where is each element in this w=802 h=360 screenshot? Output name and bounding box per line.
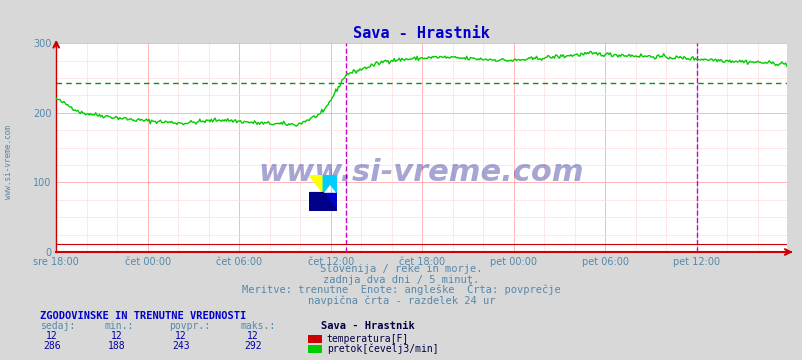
Text: 12: 12 bbox=[47, 331, 58, 341]
Text: povpr.:: povpr.: bbox=[168, 321, 209, 332]
Title: Sava - Hrastnik: Sava - Hrastnik bbox=[353, 26, 489, 41]
Text: zadnja dva dni / 5 minut.: zadnja dva dni / 5 minut. bbox=[323, 275, 479, 285]
Text: Slovenija / reke in morje.: Slovenija / reke in morje. bbox=[320, 264, 482, 274]
Text: min.:: min.: bbox=[104, 321, 134, 332]
Text: 292: 292 bbox=[244, 341, 261, 351]
Polygon shape bbox=[309, 175, 337, 193]
Text: 286: 286 bbox=[43, 341, 61, 351]
Text: Meritve: trenutne  Enote: angleške  Črta: povprečje: Meritve: trenutne Enote: angleške Črta: … bbox=[242, 283, 560, 296]
Text: www.si-vreme.com: www.si-vreme.com bbox=[4, 125, 13, 199]
Text: ZGODOVINSKE IN TRENUTNE VREDNOSTI: ZGODOVINSKE IN TRENUTNE VREDNOSTI bbox=[40, 311, 246, 321]
Bar bbox=[307, 345, 322, 353]
Polygon shape bbox=[309, 193, 337, 211]
Text: maks.:: maks.: bbox=[241, 321, 276, 332]
Text: www.si-vreme.com: www.si-vreme.com bbox=[258, 158, 584, 187]
Text: temperatura[F]: temperatura[F] bbox=[326, 334, 408, 344]
Text: 12: 12 bbox=[175, 331, 186, 341]
Polygon shape bbox=[309, 175, 322, 193]
Bar bbox=[307, 335, 322, 343]
Text: Sava - Hrastnik: Sava - Hrastnik bbox=[321, 321, 415, 332]
Polygon shape bbox=[309, 193, 337, 211]
Text: sedaj:: sedaj: bbox=[40, 321, 75, 332]
Polygon shape bbox=[322, 175, 337, 193]
Polygon shape bbox=[322, 175, 337, 193]
Text: pretok[čevelj3/min]: pretok[čevelj3/min] bbox=[326, 343, 438, 354]
Text: 12: 12 bbox=[247, 331, 258, 341]
Text: 12: 12 bbox=[111, 331, 122, 341]
Text: 188: 188 bbox=[107, 341, 125, 351]
Text: 243: 243 bbox=[172, 341, 189, 351]
Text: navpična črta - razdelek 24 ur: navpična črta - razdelek 24 ur bbox=[307, 296, 495, 306]
